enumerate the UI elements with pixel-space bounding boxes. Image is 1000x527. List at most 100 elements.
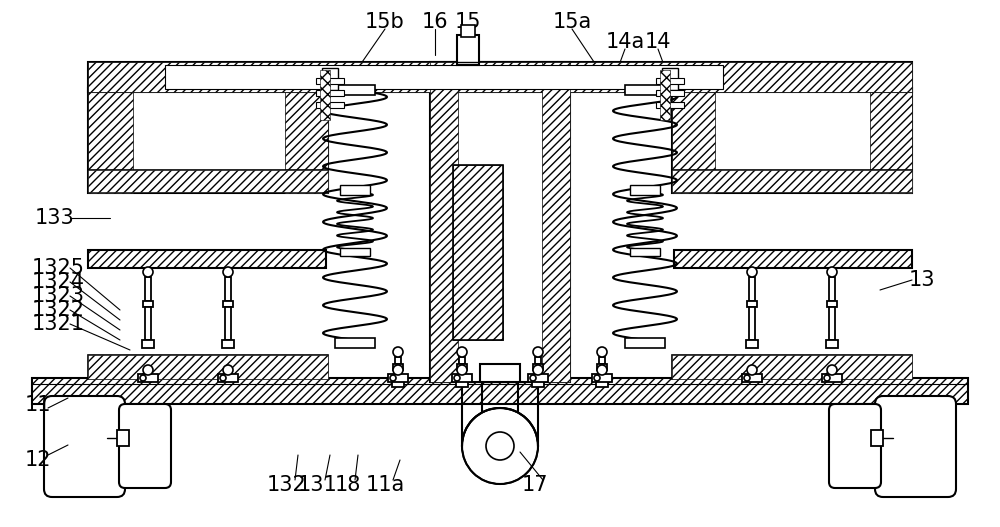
Text: 12: 12: [25, 450, 51, 470]
Bar: [592, 374, 612, 382]
Bar: [599, 357, 605, 364]
Bar: [88, 62, 912, 92]
Bar: [749, 307, 755, 340]
Bar: [88, 88, 328, 193]
Circle shape: [393, 347, 403, 357]
Bar: [459, 369, 465, 378]
Bar: [395, 357, 401, 364]
Bar: [335, 338, 375, 348]
Text: 14a: 14a: [605, 32, 645, 52]
FancyBboxPatch shape: [875, 396, 956, 497]
Bar: [749, 277, 755, 301]
Text: 11a: 11a: [365, 475, 405, 495]
Bar: [672, 88, 715, 193]
Bar: [335, 85, 375, 95]
Bar: [395, 369, 401, 378]
Bar: [388, 374, 408, 382]
Bar: [625, 338, 665, 348]
Text: 1323: 1323: [32, 286, 84, 306]
Circle shape: [824, 375, 830, 381]
Bar: [142, 340, 154, 348]
Circle shape: [223, 267, 233, 277]
Circle shape: [393, 365, 403, 375]
Bar: [316, 102, 344, 108]
Bar: [826, 340, 838, 348]
Bar: [535, 357, 541, 364]
Bar: [32, 378, 968, 404]
Bar: [88, 170, 328, 192]
Text: 1321: 1321: [32, 314, 84, 334]
Bar: [340, 185, 370, 195]
Bar: [225, 307, 231, 340]
Bar: [528, 374, 548, 382]
Circle shape: [744, 375, 750, 381]
Bar: [660, 70, 670, 120]
Bar: [88, 355, 328, 379]
Bar: [88, 170, 328, 192]
Circle shape: [827, 365, 837, 375]
Circle shape: [140, 375, 146, 381]
Circle shape: [220, 375, 226, 381]
Bar: [88, 250, 326, 268]
Text: 1322: 1322: [32, 300, 84, 320]
Bar: [656, 78, 684, 84]
Circle shape: [486, 432, 514, 460]
Text: 16: 16: [422, 12, 448, 32]
Circle shape: [223, 365, 233, 375]
Circle shape: [597, 365, 607, 375]
Text: 133: 133: [35, 208, 75, 228]
Bar: [480, 364, 520, 382]
Bar: [827, 301, 837, 307]
Bar: [533, 364, 543, 369]
Bar: [871, 430, 883, 446]
Text: 1325: 1325: [32, 258, 84, 278]
Bar: [662, 68, 678, 90]
Circle shape: [457, 347, 467, 357]
Bar: [674, 250, 912, 268]
Bar: [456, 378, 468, 387]
Bar: [222, 340, 234, 348]
Bar: [535, 369, 541, 378]
Circle shape: [747, 267, 757, 277]
Bar: [457, 364, 467, 369]
Bar: [320, 70, 330, 120]
Text: 132: 132: [267, 475, 307, 495]
Bar: [117, 430, 129, 446]
Bar: [596, 378, 608, 387]
Bar: [218, 374, 238, 382]
Bar: [145, 277, 151, 301]
Bar: [225, 277, 231, 301]
Bar: [143, 301, 153, 307]
Bar: [453, 165, 503, 340]
Bar: [747, 301, 757, 307]
Bar: [223, 301, 233, 307]
Bar: [742, 374, 762, 382]
Bar: [452, 374, 472, 382]
Bar: [672, 355, 912, 379]
Text: 131: 131: [298, 475, 338, 495]
Bar: [340, 248, 370, 256]
Bar: [672, 355, 912, 379]
Circle shape: [597, 347, 607, 357]
Circle shape: [454, 375, 460, 381]
Circle shape: [462, 408, 538, 484]
Bar: [746, 340, 758, 348]
Circle shape: [533, 347, 543, 357]
Bar: [165, 65, 723, 89]
Circle shape: [827, 267, 837, 277]
Bar: [393, 364, 403, 369]
Bar: [430, 62, 458, 382]
Bar: [625, 85, 665, 95]
Bar: [88, 62, 912, 92]
Bar: [532, 378, 544, 387]
Bar: [599, 369, 605, 378]
Text: 18: 18: [335, 475, 361, 495]
Bar: [138, 374, 158, 382]
Bar: [430, 62, 570, 382]
Bar: [656, 102, 684, 108]
Circle shape: [457, 365, 467, 375]
Bar: [656, 90, 684, 96]
FancyBboxPatch shape: [119, 404, 171, 488]
Circle shape: [747, 365, 757, 375]
Circle shape: [530, 375, 536, 381]
